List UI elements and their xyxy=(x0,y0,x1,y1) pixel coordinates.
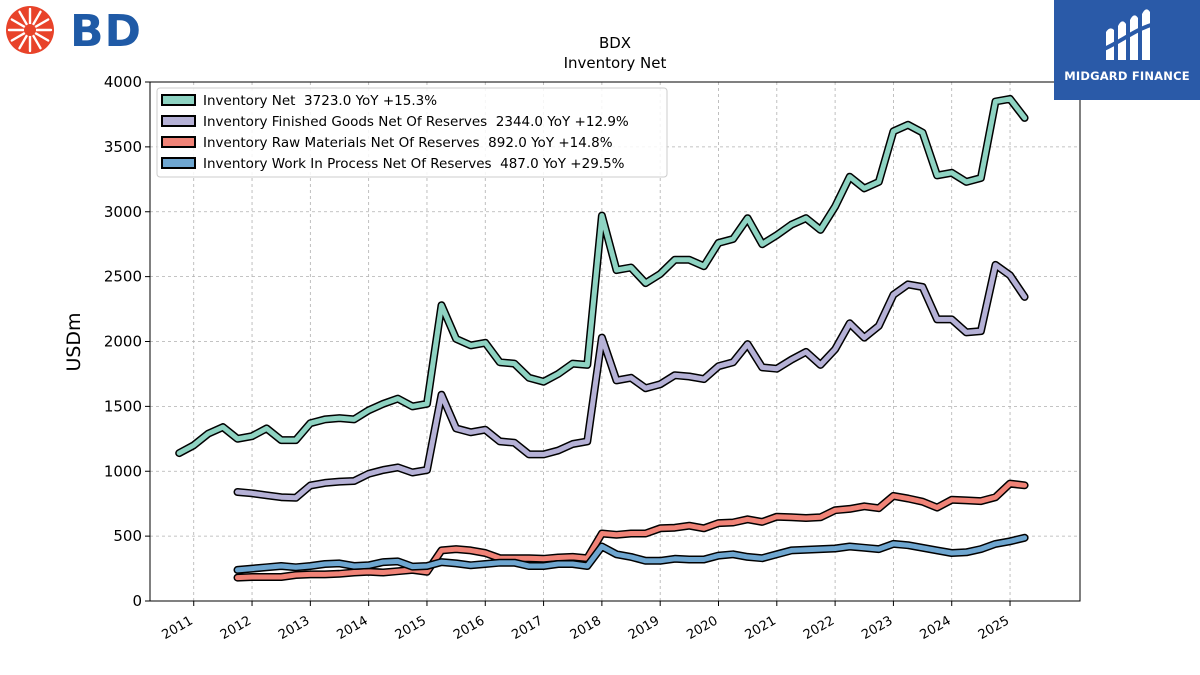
series-line-stroke xyxy=(235,481,1028,581)
y-axis-label: USDm xyxy=(63,312,85,371)
legend: Inventory Net 3723.0 YoY +15.3% Inventory… xyxy=(156,87,668,178)
legend-swatch xyxy=(161,136,196,148)
legend-swatch xyxy=(161,94,196,106)
x-tick-label: 2018 xyxy=(568,613,604,643)
series-line xyxy=(233,260,1029,502)
legend-label: Inventory Finished Goods Net Of Reserves… xyxy=(203,114,629,130)
x-tick-label: 2012 xyxy=(218,613,254,643)
x-tick-label: 2023 xyxy=(859,613,895,643)
y-tick-label: 1500 xyxy=(104,397,142,415)
bd-logo-ray xyxy=(18,10,29,27)
x-tick-label: 2014 xyxy=(334,613,370,643)
x-tick-label: 2024 xyxy=(918,613,954,643)
series-line-stroke xyxy=(235,535,1028,573)
series-line xyxy=(233,479,1029,582)
legend-label: Inventory Work In Process Net Of Reserve… xyxy=(203,156,625,172)
bd-logo-ray xyxy=(10,31,27,42)
x-tick-label: 2017 xyxy=(509,613,545,643)
series-line-stroke xyxy=(235,262,1028,501)
bd-logo-text: BD xyxy=(70,6,143,57)
bd-logo-ray xyxy=(31,33,42,50)
legend-swatch xyxy=(161,157,196,169)
x-tick-label: 2016 xyxy=(451,613,487,643)
legend-swatch xyxy=(161,115,196,127)
bd-starburst-icon xyxy=(6,6,54,54)
legend-label: Inventory Net 3723.0 YoY +15.3% xyxy=(203,93,437,109)
y-tick-label: 4000 xyxy=(104,73,142,91)
x-tick-label: 2022 xyxy=(801,613,837,643)
y-tick-label: 3500 xyxy=(104,138,142,156)
bd-logo-ray xyxy=(18,33,29,50)
x-tick-label: 2011 xyxy=(160,613,196,643)
y-tick-label: 500 xyxy=(113,527,142,545)
x-tick-label: 2015 xyxy=(393,613,429,643)
legend-box xyxy=(156,87,668,178)
x-tick-label: 2021 xyxy=(743,613,779,643)
legend-label: Inventory Raw Materials Net Of Reserves … xyxy=(203,135,613,151)
bd-logo-center xyxy=(24,24,36,36)
series-line xyxy=(233,533,1029,574)
bd-logo-ray xyxy=(10,18,27,29)
x-tick-label: 2020 xyxy=(684,613,720,643)
bd-logo-ray xyxy=(33,31,50,42)
series-line xyxy=(175,94,1029,458)
series-line-stroke xyxy=(176,96,1028,456)
y-tick-label: 3000 xyxy=(104,203,142,221)
bd-logo-ray xyxy=(31,10,42,27)
midgard-finance-logo: MIDGARD FINANCE xyxy=(1054,0,1200,100)
series-line-outline xyxy=(233,260,1029,502)
x-tick-label: 2025 xyxy=(976,613,1012,643)
x-tick-label: 2013 xyxy=(276,613,312,643)
y-tick-label: 0 xyxy=(132,592,142,610)
x-tick-label: 2019 xyxy=(626,613,662,643)
chart-title: BDX xyxy=(599,34,631,52)
y-axis: 0 500 1000 1500 2000 2500 3000 3500 4000 xyxy=(104,73,150,610)
bd-logo-ray xyxy=(33,18,50,29)
series-layer xyxy=(175,94,1029,582)
y-tick-label: 2500 xyxy=(104,268,142,286)
bd-logo: BD xyxy=(4,4,144,57)
midgard-finance-mark-icon xyxy=(1101,9,1155,60)
y-tick-label: 2000 xyxy=(104,333,142,351)
x-axis: 2011 2012 2013 2014 2015 2016 2017 2018 2019 2020… xyxy=(160,601,1012,643)
y-tick-label: 1000 xyxy=(104,462,142,480)
midgard-finance-text: MIDGARD FINANCE xyxy=(1064,69,1190,83)
chart-subtitle: Inventory Net xyxy=(564,54,667,72)
